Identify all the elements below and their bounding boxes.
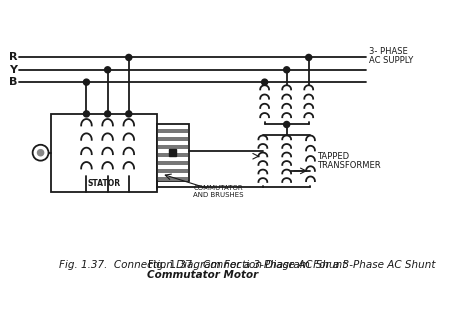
- Text: AND BRUSHES: AND BRUSHES: [193, 192, 243, 198]
- Text: COMMUTATOR: COMMUTATOR: [193, 185, 242, 191]
- Text: Connection Diagram For a 3-Phase AC Shunt: Connection Diagram For a 3-Phase AC Shun…: [202, 260, 434, 270]
- Bar: [169, 149, 176, 156]
- Text: TAPPED: TAPPED: [317, 152, 349, 161]
- Circle shape: [126, 111, 131, 117]
- Circle shape: [261, 79, 267, 85]
- Bar: [157, 129, 187, 132]
- Text: B: B: [9, 77, 17, 87]
- Text: Commutator Motor: Commutator Motor: [147, 270, 258, 280]
- Bar: [157, 137, 187, 141]
- Circle shape: [283, 67, 289, 73]
- Text: AC SUPPLY: AC SUPPLY: [368, 56, 412, 64]
- Circle shape: [126, 55, 131, 60]
- Bar: [157, 145, 187, 149]
- Circle shape: [105, 111, 110, 117]
- Text: STATOR: STATOR: [87, 179, 120, 188]
- Circle shape: [37, 149, 44, 156]
- Circle shape: [84, 111, 89, 117]
- Bar: [157, 169, 187, 173]
- Text: Fig. 1.37.: Fig. 1.37.: [148, 260, 202, 270]
- Text: R: R: [9, 52, 17, 63]
- Text: TRANSFORMER: TRANSFORMER: [317, 161, 381, 170]
- Text: Fig. 1.37.  Connection Diagram For a 3-Phase AC Shunt: Fig. 1.37. Connection Diagram For a 3-Ph…: [59, 260, 346, 270]
- Circle shape: [105, 67, 110, 73]
- Bar: [157, 161, 187, 165]
- Bar: [157, 177, 187, 181]
- Bar: [51, 114, 157, 191]
- Circle shape: [283, 122, 289, 127]
- Circle shape: [84, 79, 89, 85]
- Text: 3- PHASE: 3- PHASE: [368, 47, 407, 56]
- Text: Y: Y: [9, 65, 17, 75]
- Bar: [157, 125, 188, 181]
- Circle shape: [305, 55, 311, 60]
- Bar: [157, 153, 187, 157]
